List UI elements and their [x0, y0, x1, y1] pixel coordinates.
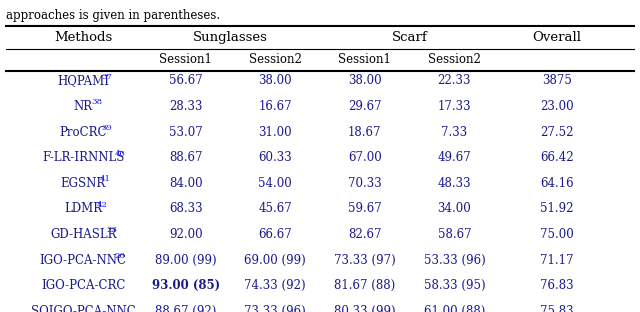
Text: 53.07: 53.07: [169, 126, 202, 139]
Text: 88.67: 88.67: [169, 151, 202, 164]
Text: approaches is given in parentheses.: approaches is given in parentheses.: [6, 9, 221, 22]
Text: F-LR-IRNNLS: F-LR-IRNNLS: [42, 151, 124, 164]
Text: 17.33: 17.33: [438, 100, 471, 113]
Text: 82.67: 82.67: [348, 228, 381, 241]
Text: 59.67: 59.67: [348, 202, 381, 215]
Text: NR: NR: [74, 100, 93, 113]
Text: 40: 40: [115, 150, 125, 158]
Text: 66.67: 66.67: [259, 228, 292, 241]
Text: 53.33 (96): 53.33 (96): [424, 254, 485, 266]
Text: 67.00: 67.00: [348, 151, 381, 164]
Text: 45.67: 45.67: [259, 202, 292, 215]
Text: EGSNR: EGSNR: [61, 177, 106, 190]
Text: 92.00: 92.00: [169, 228, 202, 241]
Text: 75.00: 75.00: [540, 228, 573, 241]
Text: Methods: Methods: [54, 31, 113, 44]
Text: 41: 41: [99, 175, 110, 183]
Text: 49.67: 49.67: [438, 151, 471, 164]
Text: 18.67: 18.67: [348, 126, 381, 139]
Text: 7.33: 7.33: [441, 126, 468, 139]
Text: 84.00: 84.00: [169, 177, 202, 190]
Text: 23: 23: [107, 227, 118, 234]
Text: 34.00: 34.00: [438, 202, 471, 215]
Text: 75.83: 75.83: [540, 305, 573, 312]
Text: 38: 38: [92, 99, 102, 106]
Text: Scarf: Scarf: [392, 31, 428, 44]
Text: 38.00: 38.00: [259, 75, 292, 87]
Text: 61.00 (88): 61.00 (88): [424, 305, 485, 312]
Text: Session2: Session2: [249, 53, 301, 66]
Text: Overall: Overall: [532, 31, 581, 44]
Text: Session1: Session1: [339, 53, 391, 66]
Text: 3875: 3875: [542, 75, 572, 87]
Text: 80.33 (99): 80.33 (99): [334, 305, 396, 312]
Text: 73.33 (97): 73.33 (97): [334, 254, 396, 266]
Text: Session1: Session1: [159, 53, 212, 66]
Text: 54.00: 54.00: [259, 177, 292, 190]
Text: 60.33: 60.33: [259, 151, 292, 164]
Text: HQPAMI: HQPAMI: [57, 75, 109, 87]
Text: 66.42: 66.42: [540, 151, 573, 164]
Text: 58.67: 58.67: [438, 228, 471, 241]
Text: 68.33: 68.33: [169, 202, 202, 215]
Text: 51.92: 51.92: [540, 202, 573, 215]
Text: IGO-PCA-NNC: IGO-PCA-NNC: [40, 254, 127, 266]
Text: Session2: Session2: [428, 53, 481, 66]
Text: 70.33: 70.33: [348, 177, 381, 190]
Text: 56.67: 56.67: [169, 75, 202, 87]
Text: 93.00 (85): 93.00 (85): [152, 279, 220, 292]
Text: 76.83: 76.83: [540, 279, 573, 292]
Text: 74.33 (92): 74.33 (92): [244, 279, 306, 292]
Text: 73.33 (96): 73.33 (96): [244, 305, 306, 312]
Text: 28.33: 28.33: [169, 100, 202, 113]
Text: 37: 37: [102, 73, 113, 81]
Text: 31.00: 31.00: [259, 126, 292, 139]
Text: LDMR: LDMR: [64, 202, 102, 215]
Text: SOIGO-PCA-NNC: SOIGO-PCA-NNC: [31, 305, 136, 312]
Text: 23.00: 23.00: [540, 100, 573, 113]
Text: 16.67: 16.67: [259, 100, 292, 113]
Text: 69.00 (99): 69.00 (99): [244, 254, 306, 266]
Text: 48.33: 48.33: [438, 177, 471, 190]
Text: 88.67 (92): 88.67 (92): [155, 305, 216, 312]
Text: 26: 26: [115, 252, 125, 260]
Text: ProCRC: ProCRC: [60, 126, 107, 139]
Text: GD-HASLR: GD-HASLR: [50, 228, 116, 241]
Text: 71.17: 71.17: [540, 254, 573, 266]
Text: 39: 39: [102, 124, 113, 132]
Text: 64.16: 64.16: [540, 177, 573, 190]
Text: 27.52: 27.52: [540, 126, 573, 139]
Text: 42: 42: [97, 201, 108, 209]
Text: 22.33: 22.33: [438, 75, 471, 87]
Text: 38.00: 38.00: [348, 75, 381, 87]
Text: 29.67: 29.67: [348, 100, 381, 113]
Text: 58.33 (95): 58.33 (95): [424, 279, 485, 292]
Text: 89.00 (99): 89.00 (99): [155, 254, 216, 266]
Text: IGO-PCA-CRC: IGO-PCA-CRC: [41, 279, 125, 292]
Text: 81.67 (88): 81.67 (88): [334, 279, 396, 292]
Text: Sunglasses: Sunglasses: [193, 31, 268, 44]
